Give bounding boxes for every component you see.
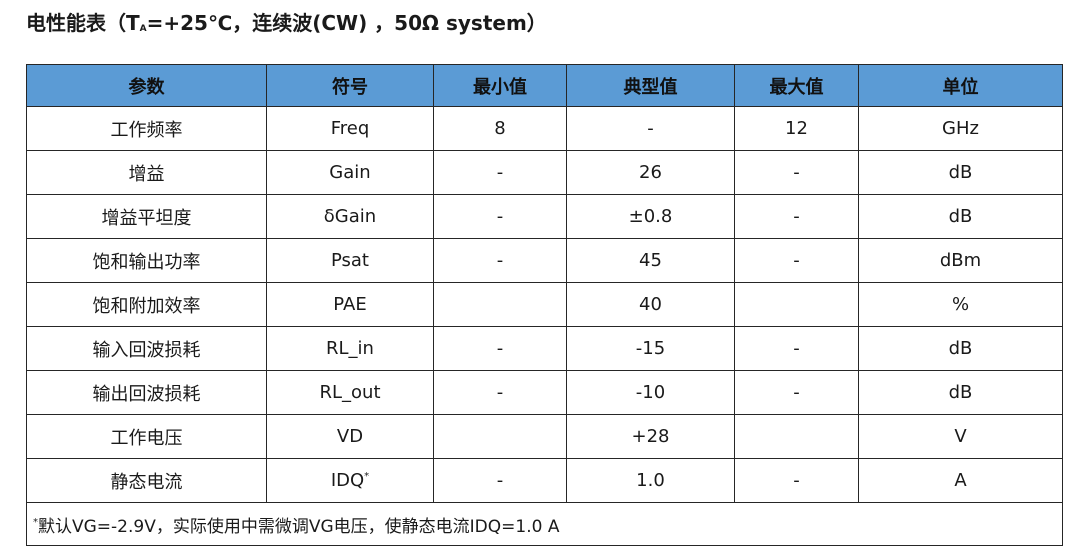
- symbol-cell: RL_in: [266, 326, 434, 371]
- typ-cell: -: [566, 106, 735, 151]
- header-typ: 典型值: [566, 64, 735, 107]
- unit-cell: A: [858, 458, 1063, 503]
- unit-cell: GHz: [858, 106, 1063, 151]
- table-row: 工作频率 Freq 8 - 12 GHz: [26, 106, 1063, 151]
- note-row: *默认VG=-2.9V，实际使用中需微调VG电压，使静态电流IDQ=1.0 A: [26, 502, 1063, 546]
- typ-cell: 1.0: [566, 458, 735, 503]
- param-cell: 输出回波损耗: [26, 370, 267, 415]
- header-row: 参数 符号 最小值 典型值 最大值 单位: [26, 64, 1063, 107]
- symbol-text: IDQ: [330, 470, 365, 491]
- typ-cell: 45: [566, 238, 735, 283]
- header-max: 最大值: [734, 64, 859, 107]
- unit-cell: dB: [858, 326, 1063, 371]
- table-row: 饱和附加效率 PAE 40 %: [26, 282, 1063, 327]
- symbol-cell: δGain: [266, 194, 434, 239]
- title-subscript: A: [139, 24, 147, 34]
- header-symbol: 符号: [266, 64, 434, 107]
- min-cell: -: [433, 150, 567, 195]
- header-min: 最小值: [433, 64, 567, 107]
- typ-cell: -15: [566, 326, 735, 371]
- title-suffix: =+25℃，连续波(CW) ，50Ω system）: [146, 11, 547, 35]
- table-row: 静态电流 IDQ* - 1.0 - A: [26, 458, 1063, 503]
- min-cell: 8: [433, 106, 567, 151]
- max-cell: -: [734, 458, 859, 503]
- symbol-cell: Freq: [266, 106, 434, 151]
- typ-cell: 40: [566, 282, 735, 327]
- symbol-cell: RL_out: [266, 370, 434, 415]
- max-cell: [734, 414, 859, 459]
- unit-cell: V: [858, 414, 1063, 459]
- param-cell: 输入回波损耗: [26, 326, 267, 371]
- param-cell: 饱和附加效率: [26, 282, 267, 327]
- max-cell: 12: [734, 106, 859, 151]
- param-cell: 增益平坦度: [26, 194, 267, 239]
- footnote-marker: *: [364, 471, 370, 482]
- min-cell: [433, 414, 567, 459]
- symbol-cell: VD: [266, 414, 434, 459]
- table-row: 工作电压 VD +28 V: [26, 414, 1063, 459]
- min-cell: -: [433, 194, 567, 239]
- symbol-cell: Psat: [266, 238, 434, 283]
- max-cell: -: [734, 370, 859, 415]
- min-cell: [433, 282, 567, 327]
- table-row: 饱和输出功率 Psat - 45 - dBm: [26, 238, 1063, 283]
- max-cell: -: [734, 150, 859, 195]
- max-cell: -: [734, 194, 859, 239]
- symbol-cell: PAE: [266, 282, 434, 327]
- table-row: 输出回波损耗 RL_out - -10 - dB: [26, 370, 1063, 415]
- table-row: 增益平坦度 δGain - ±0.8 - dB: [26, 194, 1063, 239]
- footnote-cell: *默认VG=-2.9V，实际使用中需微调VG电压，使静态电流IDQ=1.0 A: [26, 502, 1063, 546]
- max-cell: -: [734, 326, 859, 371]
- min-cell: -: [433, 238, 567, 283]
- symbol-cell: IDQ*: [266, 458, 434, 503]
- param-cell: 工作电压: [26, 414, 267, 459]
- max-cell: -: [734, 238, 859, 283]
- page-title: 电性能表（TA=+25℃，连续波(CW) ，50Ω system）: [26, 6, 547, 40]
- typ-cell: ±0.8: [566, 194, 735, 239]
- footnote-marker: *: [33, 516, 38, 528]
- typ-cell: 26: [566, 150, 735, 195]
- table-row: 输入回波损耗 RL_in - -15 - dB: [26, 326, 1063, 371]
- header-param: 参数: [26, 64, 267, 107]
- table-row: 增益 Gain - 26 - dB: [26, 150, 1063, 195]
- min-cell: -: [433, 370, 567, 415]
- min-cell: -: [433, 458, 567, 503]
- unit-cell: dBm: [858, 238, 1063, 283]
- min-cell: -: [433, 326, 567, 371]
- header-unit: 单位: [858, 64, 1063, 107]
- unit-cell: dB: [858, 370, 1063, 415]
- max-cell: [734, 282, 859, 327]
- typ-cell: -10: [566, 370, 735, 415]
- param-cell: 静态电流: [26, 458, 267, 503]
- symbol-cell: Gain: [266, 150, 434, 195]
- electrical-spec-table: 参数 符号 最小值 典型值 最大值 单位 工作频率 Freq 8 - 12 GH…: [26, 64, 1063, 546]
- unit-cell: dB: [858, 194, 1063, 239]
- unit-cell: %: [858, 282, 1063, 327]
- typ-cell: +28: [566, 414, 735, 459]
- footnote-text: 默认VG=-2.9V，实际使用中需微调VG电压，使静态电流IDQ=1.0 A: [38, 516, 560, 537]
- title-prefix: 电性能表（T: [26, 11, 140, 35]
- param-cell: 增益: [26, 150, 267, 195]
- unit-cell: dB: [858, 150, 1063, 195]
- param-cell: 工作频率: [26, 106, 267, 151]
- param-cell: 饱和输出功率: [26, 238, 267, 283]
